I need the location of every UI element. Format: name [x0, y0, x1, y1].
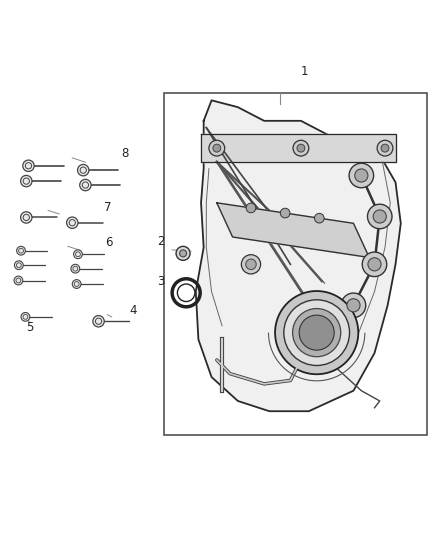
Circle shape: [177, 284, 195, 302]
Circle shape: [368, 258, 381, 271]
Circle shape: [314, 213, 324, 223]
Circle shape: [341, 293, 366, 318]
Circle shape: [373, 210, 386, 223]
Text: 3: 3: [158, 275, 165, 288]
Text: 1: 1: [300, 65, 308, 78]
Polygon shape: [201, 134, 396, 162]
Text: 6: 6: [105, 236, 113, 249]
Circle shape: [241, 255, 261, 274]
Circle shape: [284, 300, 350, 366]
Bar: [164, 93, 427, 435]
Text: 2: 2: [157, 236, 165, 248]
Circle shape: [246, 259, 256, 270]
Circle shape: [72, 280, 81, 288]
Circle shape: [176, 246, 190, 260]
Circle shape: [297, 144, 305, 152]
Circle shape: [71, 264, 80, 273]
Circle shape: [367, 204, 392, 229]
Circle shape: [280, 208, 290, 218]
Text: 5: 5: [26, 321, 33, 334]
Circle shape: [299, 315, 334, 350]
Circle shape: [275, 291, 358, 374]
Polygon shape: [196, 100, 401, 411]
Text: 8: 8: [121, 148, 128, 160]
Circle shape: [180, 250, 187, 257]
Circle shape: [14, 276, 23, 285]
Circle shape: [23, 160, 34, 172]
Circle shape: [21, 212, 32, 223]
Circle shape: [293, 140, 309, 156]
Circle shape: [246, 203, 256, 213]
Text: 4: 4: [130, 304, 138, 317]
Circle shape: [355, 169, 368, 182]
Circle shape: [362, 252, 387, 277]
Circle shape: [17, 246, 25, 255]
Circle shape: [209, 140, 225, 156]
Polygon shape: [217, 203, 369, 257]
Circle shape: [14, 261, 23, 270]
Circle shape: [381, 144, 389, 152]
Circle shape: [21, 312, 30, 321]
Circle shape: [78, 165, 89, 176]
Text: 7: 7: [103, 201, 111, 214]
Circle shape: [21, 175, 32, 187]
Circle shape: [349, 163, 374, 188]
Circle shape: [347, 298, 360, 312]
Circle shape: [293, 309, 341, 357]
Circle shape: [80, 179, 91, 191]
Circle shape: [377, 140, 393, 156]
Circle shape: [67, 217, 78, 229]
Circle shape: [213, 144, 221, 152]
Circle shape: [93, 316, 104, 327]
Circle shape: [74, 250, 82, 259]
